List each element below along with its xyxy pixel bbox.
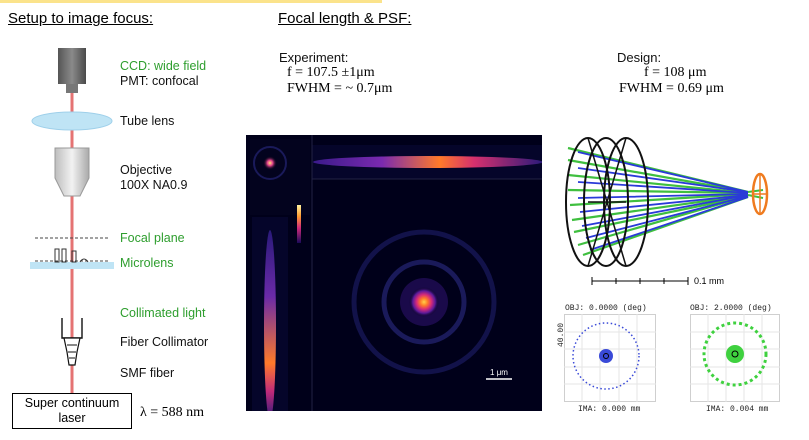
experiment-fwhm: FWHM = ~ 0.7μm <box>287 81 393 96</box>
fiber-collimator-label: Fiber Collimator <box>120 335 209 349</box>
raytrace-diagram <box>565 137 769 267</box>
spot1-ima-label: IMA: 0.000 mm <box>578 405 641 414</box>
setup-heading: Setup to image focus: <box>8 10 154 27</box>
collimated-label: Collimated light <box>120 306 206 320</box>
inset-spot <box>263 156 277 170</box>
spot-diagram-2 <box>690 314 780 402</box>
laser-line1: Super continuum <box>24 396 120 410</box>
spot1-airy-circle <box>572 322 640 390</box>
spot2-obj-label: OBJ: 2.0000 (deg) <box>690 304 772 313</box>
spot1-core <box>599 349 613 363</box>
yz-section-streak <box>264 230 276 411</box>
focal-plane-label: Focal plane <box>120 231 185 245</box>
ray-bundle <box>567 146 764 257</box>
raytrace-scalebar-label: 0.1 mm <box>694 276 725 286</box>
microlens-label: Microlens <box>120 256 174 270</box>
laser-line2: laser <box>58 411 86 425</box>
spot2-airy-circle <box>702 321 768 387</box>
laser-box: Super continuum laser <box>12 393 132 429</box>
camera-icon <box>58 48 86 93</box>
wavelength-label: λ = 588 nm <box>140 405 205 420</box>
spot2-ima-label: IMA: 0.004 mm <box>706 405 769 414</box>
airy-ring-2 <box>351 229 497 375</box>
objective-label: Objective <box>120 163 173 177</box>
psf-scalebar-label: 1 μm <box>490 368 508 377</box>
design-title: Design: <box>617 50 662 65</box>
psf-main-spot <box>409 287 439 317</box>
design-focal-length: f = 108 μm <box>644 65 707 80</box>
airy-ring-1 <box>381 259 467 345</box>
image-plane-ring <box>751 172 769 216</box>
objective-icon <box>54 147 90 197</box>
spot1-axis-label: 40.00 <box>557 322 566 347</box>
ccd-label: CCD: wide field <box>120 59 207 73</box>
pmt-label: PMT: confocal <box>120 74 199 88</box>
smf-fiber-label: SMF fiber <box>120 366 175 380</box>
spot2-core <box>726 345 744 363</box>
xz-section-streak <box>313 156 542 168</box>
title-highlight <box>0 0 382 3</box>
psf-colorbar <box>297 205 301 243</box>
experiment-title: Experiment: <box>279 50 349 65</box>
microlens-icon <box>30 248 114 269</box>
spot1-obj-label: OBJ: 0.0000 (deg) <box>565 304 647 313</box>
tube-lens-icon <box>31 111 113 131</box>
focal-heading: Focal length & PSF: <box>278 10 412 27</box>
design-fwhm: FWHM = 0.69 μm <box>619 81 724 96</box>
experiment-focal-length: f = 107.5 ±1μm <box>287 65 375 80</box>
objective-spec-label: 100X NA0.9 <box>120 178 188 192</box>
tube-lens-label: Tube lens <box>120 114 175 128</box>
psf-image: 1 μm <box>246 135 542 411</box>
fiber-collimator-icon <box>61 318 83 366</box>
spot-diagram-1 <box>564 314 656 402</box>
entrance-pupil-rings <box>565 137 649 267</box>
raytrace-scalebar <box>591 277 689 285</box>
